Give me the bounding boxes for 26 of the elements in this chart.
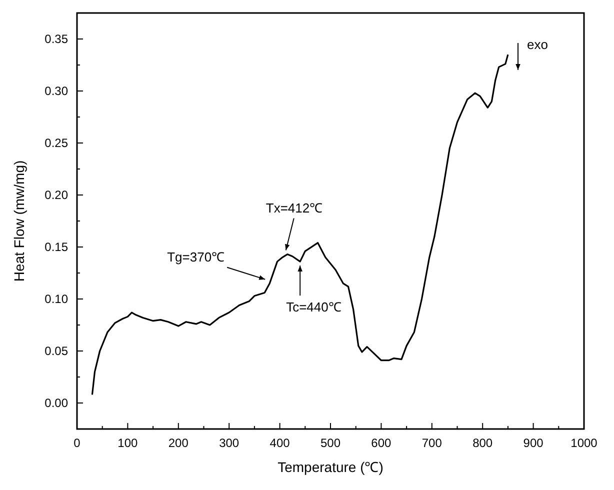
- x-tick-label: 100: [118, 436, 138, 450]
- y-axis-title: Heat Flow (mw/mg): [11, 160, 27, 282]
- x-tick-label: 700: [422, 436, 442, 450]
- x-tick-label: 600: [371, 436, 392, 450]
- x-tick-label: 800: [472, 436, 493, 450]
- x-tick-label: 0: [74, 436, 81, 450]
- x-tick-label: 1000: [570, 436, 598, 450]
- x-tick-label: 900: [523, 436, 544, 450]
- x-tick-label: 300: [219, 436, 240, 450]
- annotation: exo: [527, 37, 548, 52]
- y-tick-label: 0.05: [44, 344, 68, 358]
- line-series: [91, 54, 509, 396]
- y-tick-label: 0.30: [44, 84, 68, 98]
- y-tick-label: 0.00: [44, 396, 68, 410]
- y-tick-label: 0.20: [44, 188, 68, 202]
- x-tick-label: 500: [320, 436, 341, 450]
- x-tick-label: 200: [168, 436, 189, 450]
- annotation: Tg=370℃: [167, 249, 225, 264]
- annotation: Tc=440℃: [286, 300, 342, 315]
- y-tick-label: 0.35: [44, 32, 68, 46]
- x-axis-title: Temperature (℃): [278, 459, 384, 475]
- y-tick-label: 0.15: [44, 240, 68, 254]
- y-tick-label: 0.10: [44, 292, 68, 306]
- x-tick-label: 400: [270, 436, 290, 450]
- annotation: Tx=412℃: [266, 200, 323, 216]
- y-tick-label: 0.25: [44, 136, 68, 150]
